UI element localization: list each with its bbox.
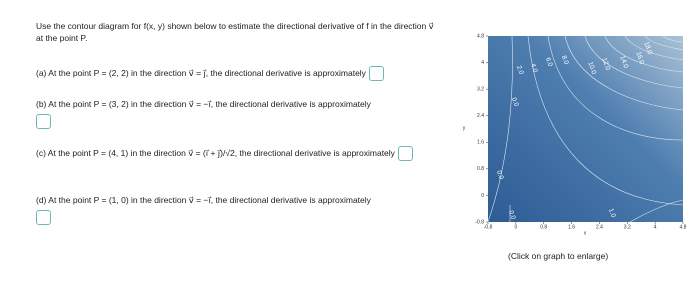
caption[interactable]: (Click on graph to enlarge) <box>508 251 609 261</box>
y-tick-label: -0.8 <box>475 219 484 225</box>
x-tick-label: 4.8 <box>680 224 687 230</box>
y-tick-label: 4 <box>481 60 484 66</box>
answer-box[interactable] <box>36 210 51 225</box>
y-tick-label: 3.2 <box>477 86 484 92</box>
answer-box[interactable] <box>397 146 413 161</box>
x-axis-label: x <box>584 230 587 236</box>
intro: Use the contour diagram for f(x, y) show… <box>36 21 434 43</box>
contour-label: 0.0 <box>495 170 505 181</box>
x-tick-label: 4 <box>654 224 657 230</box>
y-axis-label: y <box>463 125 466 131</box>
x-tick-label: 3.2 <box>624 224 631 230</box>
contour-label: 12.0 <box>600 57 611 72</box>
y-tick-label: 1.6 <box>477 140 484 146</box>
x-tick-label: 0 <box>514 224 517 230</box>
part-c: (c) At the point P = (4, 1) in the direc… <box>36 146 416 161</box>
x-tick-label: 0.8 <box>540 224 547 230</box>
x-tick-label: -0.8 <box>484 224 493 230</box>
contour-label: 14.0 <box>618 55 629 70</box>
y-tick-label: 2.4 <box>477 113 484 119</box>
y-tick-label: 0 <box>481 193 484 199</box>
part-d: (d) At the point P = (1, 0) in the direc… <box>36 194 446 225</box>
part-b: (b) At the point P = (3, 2) in the direc… <box>36 98 446 129</box>
contour-label: 10.0 <box>586 61 597 76</box>
part-a: (a) At the point P = (2, 2) in the direc… <box>36 66 446 81</box>
contour-label: 8.0 <box>560 55 570 66</box>
contour-label: 16.0 <box>634 51 645 66</box>
contour-label: 2.0 <box>515 65 525 76</box>
part-text: (a) At the point P = (2, 2) in the direc… <box>36 67 366 78</box>
plot-area <box>488 36 683 222</box>
contour-label: 18.0 <box>642 41 653 56</box>
x-tick-label: 2.4 <box>596 224 603 230</box>
contours <box>487 35 684 223</box>
answer-box[interactable] <box>36 114 51 129</box>
part-text: (b) At the point P = (3, 2) in the direc… <box>36 99 371 109</box>
y-tick-label: 4.8 <box>477 33 484 39</box>
contour-label: 0.0 <box>510 97 520 108</box>
part-text: (c) At the point P = (4, 1) in the direc… <box>36 147 395 158</box>
part-text: (d) At the point P = (1, 0) in the direc… <box>36 195 371 205</box>
x-tick-label: 1.6 <box>568 224 575 230</box>
y-tick-label: 0.8 <box>477 166 484 172</box>
contour-label: 1.0 <box>607 208 617 219</box>
answer-box[interactable] <box>368 66 384 81</box>
contour-label: 0.0 <box>507 210 517 221</box>
contour-label: 6.0 <box>544 57 554 68</box>
contour-label: 4.0 <box>529 63 539 74</box>
